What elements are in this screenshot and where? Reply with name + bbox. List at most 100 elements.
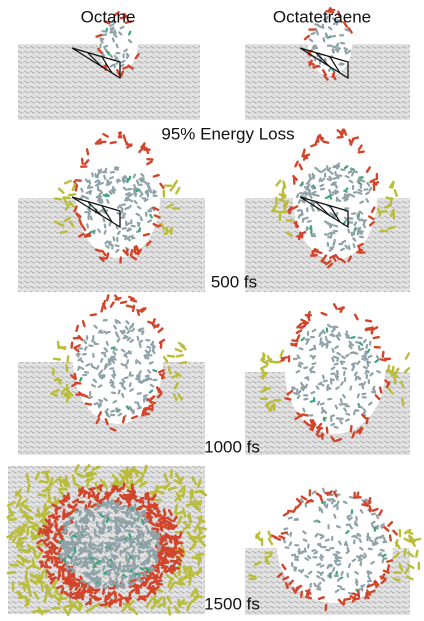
molecule xyxy=(336,198,342,203)
molecule xyxy=(281,190,287,199)
molecule xyxy=(131,304,136,313)
molecule xyxy=(96,575,101,582)
molecule xyxy=(153,502,159,510)
molecule xyxy=(373,579,380,587)
molecule xyxy=(110,598,117,606)
molecule xyxy=(149,188,152,194)
molecule xyxy=(352,243,356,249)
molecule xyxy=(122,249,129,256)
molecule xyxy=(150,511,158,517)
molecule xyxy=(358,341,364,347)
molecule xyxy=(295,193,300,199)
molecule xyxy=(365,191,370,196)
molecule xyxy=(328,248,334,252)
molecule xyxy=(167,366,172,375)
molecule xyxy=(151,533,158,537)
molecule xyxy=(345,412,351,416)
molecule xyxy=(44,549,52,554)
molecule xyxy=(155,224,163,228)
molecule xyxy=(365,326,373,331)
molecule xyxy=(300,568,305,574)
molecule xyxy=(113,591,118,600)
molecule xyxy=(128,175,132,181)
molecule xyxy=(127,599,135,608)
molecule xyxy=(111,185,115,191)
molecule xyxy=(152,189,156,195)
molecule xyxy=(45,555,53,562)
molecule xyxy=(335,376,339,381)
molecule xyxy=(85,599,92,606)
molecule xyxy=(109,590,116,597)
molecule xyxy=(68,599,75,608)
molecule xyxy=(334,170,338,177)
molecule xyxy=(120,469,131,474)
molecule xyxy=(52,545,57,554)
molecule xyxy=(331,73,337,81)
molecule xyxy=(126,235,131,241)
molecule xyxy=(166,354,176,358)
molecule xyxy=(114,577,119,584)
molecule xyxy=(74,184,79,192)
molecule xyxy=(140,509,146,515)
molecule xyxy=(117,389,121,395)
molecule xyxy=(93,401,99,406)
molecule xyxy=(361,357,367,362)
molecule xyxy=(248,577,257,581)
molecule xyxy=(136,392,142,395)
molecule xyxy=(93,549,100,554)
molecule xyxy=(47,513,56,518)
molecule xyxy=(320,177,325,182)
molecule xyxy=(369,178,377,184)
molecule xyxy=(122,569,129,573)
molecule xyxy=(24,598,31,608)
molecule xyxy=(17,537,28,541)
molecule xyxy=(142,541,146,548)
molecule xyxy=(76,587,82,595)
molecule xyxy=(330,499,335,505)
molecule xyxy=(126,336,131,342)
molecule xyxy=(191,476,197,486)
molecule xyxy=(115,333,120,339)
molecule xyxy=(337,598,344,605)
molecule xyxy=(167,578,173,588)
molecule xyxy=(41,488,52,493)
molecule xyxy=(387,521,394,527)
molecule xyxy=(384,203,393,209)
molecule xyxy=(29,572,38,580)
molecule xyxy=(23,506,33,513)
molecule xyxy=(310,253,318,257)
molecule xyxy=(308,173,312,179)
molecule xyxy=(18,525,24,535)
molecule xyxy=(366,535,372,540)
molecule xyxy=(109,546,115,552)
molecule xyxy=(84,564,90,570)
molecule xyxy=(85,148,90,156)
molecule xyxy=(132,563,138,569)
molecule xyxy=(371,507,379,512)
molecule xyxy=(103,20,111,25)
molecule xyxy=(123,12,130,19)
molecule xyxy=(121,392,125,398)
molecule xyxy=(151,584,156,593)
molecule xyxy=(126,187,133,191)
molecule xyxy=(113,11,120,17)
molecule xyxy=(336,135,344,139)
molecule xyxy=(97,188,103,193)
molecule xyxy=(379,548,385,552)
molecule xyxy=(361,499,367,503)
molecule xyxy=(140,379,146,384)
molecule xyxy=(114,497,120,505)
molecule xyxy=(179,361,188,365)
molecule xyxy=(104,546,110,553)
molecule xyxy=(325,259,332,266)
molecule xyxy=(296,394,301,400)
molecule xyxy=(331,17,337,22)
molecule xyxy=(376,524,380,530)
molecule xyxy=(311,206,315,212)
molecule xyxy=(351,366,355,372)
molecule xyxy=(65,565,70,571)
molecule xyxy=(371,179,378,186)
molecule xyxy=(310,143,318,148)
molecule xyxy=(144,543,150,550)
